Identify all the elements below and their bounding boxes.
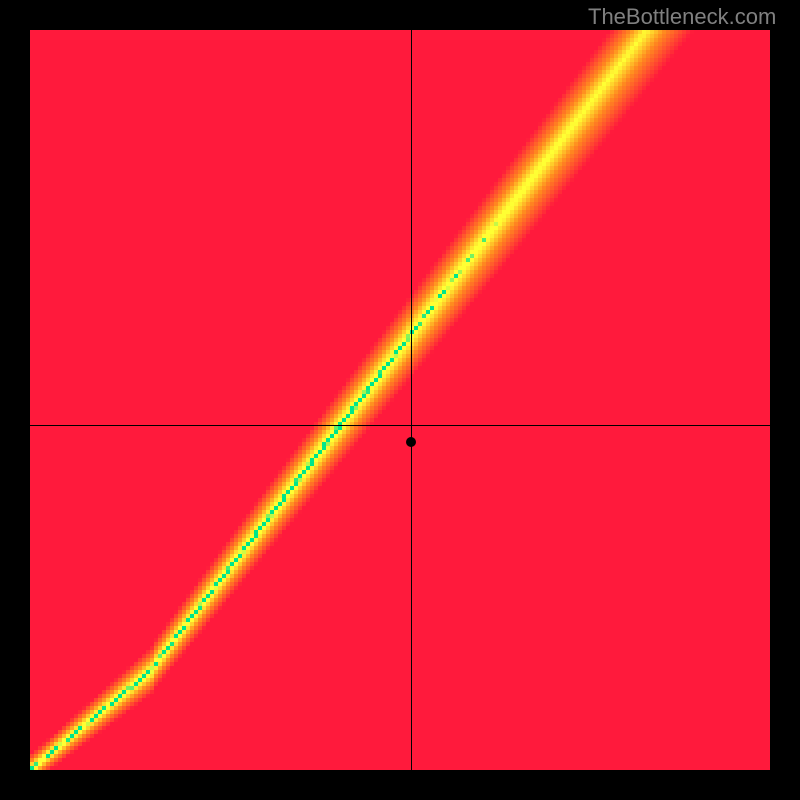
- crosshair-horizontal: [30, 425, 770, 426]
- heatmap-plot: [30, 30, 770, 770]
- watermark-text: TheBottleneck.com: [588, 4, 776, 30]
- heatmap-canvas: [30, 30, 770, 770]
- crosshair-vertical: [411, 30, 412, 770]
